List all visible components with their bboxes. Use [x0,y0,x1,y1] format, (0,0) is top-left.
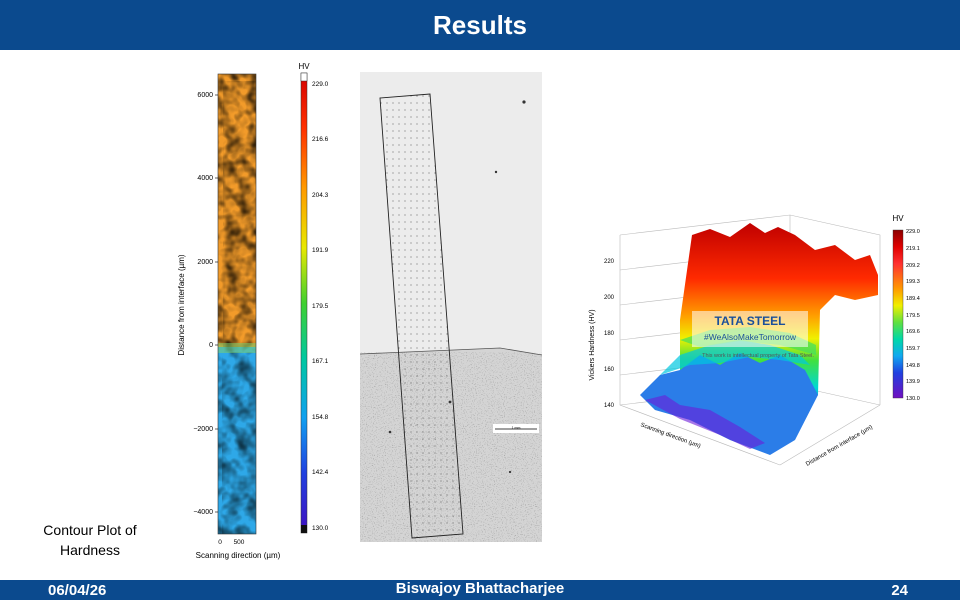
svg-text:180: 180 [604,331,615,337]
svg-text:−4000: −4000 [193,509,213,516]
svg-text:159.7: 159.7 [906,346,920,352]
surface-colorbar-title: HV [892,214,904,223]
footer-date: 06/04/26 [48,582,107,599]
svg-text:191.9: 191.9 [312,247,329,254]
surface-plot: 220 200 180 160 140 Vickers Hardness (HV… [589,214,920,468]
scale-bar: 1 mm [493,424,539,433]
contour-y-label: Distance from interface (µm) [177,254,186,355]
surface-colorbar-ticks: 229.0 219.1 209.2 199.3 189.4 179.5 169.… [906,229,920,402]
contour-colorbar-title: HV [298,62,310,71]
svg-text:#WeAlsoMakeTomorrow: #WeAlsoMakeTomorrow [704,332,797,342]
surface-z-axis: 220 200 180 160 140 [604,259,615,409]
svg-text:6000: 6000 [197,92,213,99]
surface-y-label: Distance from interface (µm) [805,425,874,468]
svg-text:130.0: 130.0 [906,396,920,402]
page-number: 24 [891,582,908,599]
contour-field [218,74,256,534]
svg-text:149.8: 149.8 [906,363,920,369]
surface-colorbar [892,229,904,399]
contour-colorbar [300,72,308,534]
svg-text:179.5: 179.5 [906,313,920,319]
surface-z-label: Vickers Hardness (HV) [589,309,596,380]
contour-y-axis: 6000 4000 2000 0 −2000 −4000 [193,92,218,516]
svg-text:229.0: 229.0 [312,81,329,88]
svg-text:−2000: −2000 [193,426,213,433]
footer-author: Biswajoy Bhattacharjee [395,580,565,597]
svg-text:0: 0 [218,539,222,546]
svg-text:229.0: 229.0 [906,229,920,235]
contour-x-label: Scanning direction (µm) [196,551,281,560]
svg-text:139.9: 139.9 [906,379,920,385]
svg-text:TATA STEEL: TATA STEEL [715,314,786,328]
svg-text:140: 140 [604,403,615,409]
title-bar: Results [0,0,960,50]
svg-text:4000: 4000 [197,175,213,182]
svg-text:219.1: 219.1 [906,246,920,252]
tata-steel-watermark: TATA STEEL #WeAlsoMakeTomorrow This work… [692,311,814,359]
svg-text:179.5: 179.5 [312,303,329,310]
micrograph: 1 mm [360,72,542,542]
figure-caption: Contour Plot of Hardness [43,522,137,558]
contour-plot: 6000 4000 2000 0 −2000 −4000 Distance fr… [177,62,329,560]
slide-title: Results [433,9,527,40]
svg-text:204.3: 204.3 [312,192,329,199]
svg-text:154.8: 154.8 [312,414,329,421]
contour-x-axis: 0 500 [218,539,245,546]
svg-text:189.4: 189.4 [906,296,920,302]
surface-x-label: Scanning direction (µm) [639,422,701,449]
svg-text:500: 500 [234,539,245,546]
svg-text:1 mm: 1 mm [512,426,521,430]
footer-bar: 06/04/26 Biswajoy Bhattacharjee 24 [0,580,960,600]
svg-text:199.3: 199.3 [906,279,920,285]
surface-low-region [640,353,818,455]
svg-text:2000: 2000 [197,259,213,266]
svg-text:209.2: 209.2 [906,263,920,269]
svg-text:142.4: 142.4 [312,469,329,476]
svg-text:130.0: 130.0 [312,525,329,532]
svg-text:200: 200 [604,295,615,301]
svg-text:216.6: 216.6 [312,136,329,143]
contour-colorbar-ticks: 229.0 216.6 204.3 191.9 179.5 167.1 154.… [312,81,329,532]
svg-text:This work is intellectual prop: This work is intellectual property of Ta… [702,353,814,359]
svg-text:169.6: 169.6 [906,329,920,335]
svg-text:220: 220 [604,259,615,265]
indentation-region [379,93,464,539]
svg-text:0: 0 [209,342,213,349]
svg-text:160: 160 [604,367,615,373]
svg-text:167.1: 167.1 [312,358,329,365]
